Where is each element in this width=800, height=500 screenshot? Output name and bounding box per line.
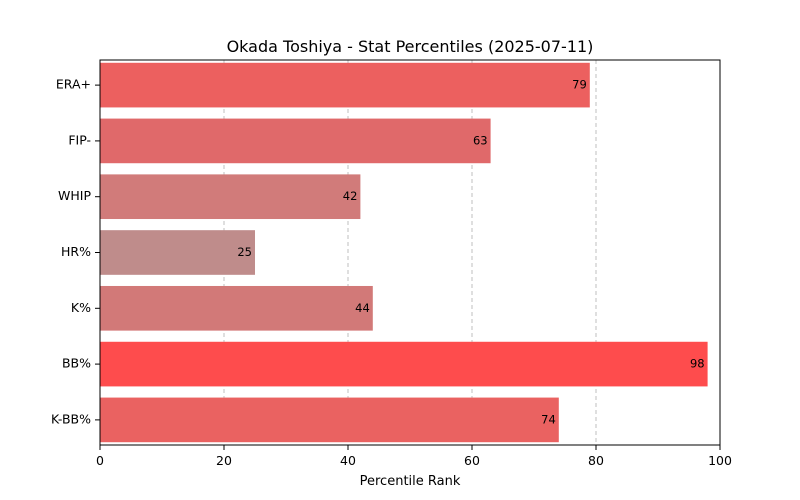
data-label: 42 [343, 189, 358, 203]
data-label: 98 [690, 357, 705, 371]
data-label: 44 [355, 301, 370, 315]
y-tick-label: HR% [61, 244, 91, 259]
data-label: 63 [473, 133, 488, 147]
chart-title: Okada Toshiya - Stat Percentiles (2025-0… [227, 37, 594, 56]
x-tick-label: 100 [708, 453, 732, 468]
x-tick-label: 20 [216, 453, 232, 468]
data-label: 74 [541, 412, 556, 426]
bar-era- [100, 62, 590, 108]
x-tick-label: 40 [340, 453, 356, 468]
bar-k-bb- [100, 397, 559, 443]
x-tick-label: 0 [96, 453, 104, 468]
y-tick-label: K-BB% [51, 411, 91, 426]
bar-hr- [100, 230, 255, 275]
y-tick-label: WHIP [58, 188, 91, 203]
x-tick-label: 60 [464, 453, 480, 468]
bar-k- [100, 285, 373, 331]
y-tick-label: FIP- [68, 132, 91, 147]
x-axis: 0 20 40 60 80 100 [96, 445, 732, 468]
bar-bb- [100, 341, 708, 387]
y-axis: ERA+ FIP- WHIP HR% K% BB% K-BB% [51, 77, 100, 426]
data-label: 25 [237, 245, 252, 259]
y-tick-label: BB% [62, 356, 91, 371]
bar-whip [100, 174, 361, 220]
y-tick-label: ERA+ [56, 77, 91, 92]
grid-lines [223, 60, 597, 445]
bars [100, 62, 708, 443]
data-labels: 79 63 42 25 44 98 74 [237, 78, 704, 427]
y-tick-label: K% [71, 300, 91, 315]
x-axis-label: Percentile Rank [360, 474, 461, 489]
bar-fip- [100, 118, 491, 164]
data-label: 79 [572, 78, 587, 92]
x-tick-label: 80 [588, 453, 604, 468]
